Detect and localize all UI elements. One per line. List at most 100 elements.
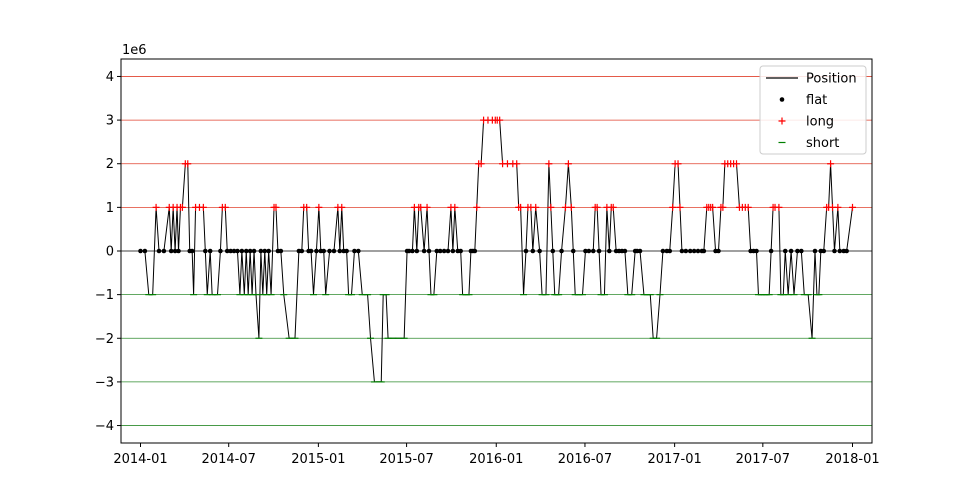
flat-marker [832,248,837,254]
flat-marker [156,248,162,254]
flat-marker [472,248,478,254]
flat-marker [821,248,827,254]
flat-marker [812,248,818,254]
long-marker [272,203,280,211]
long-marker [674,160,682,168]
long-marker [423,203,431,211]
flat-marker [262,248,268,254]
flat-marker [331,248,337,254]
flat-marker [421,248,427,254]
x-tick-label: 2016-01 [469,452,523,467]
flat-marker [450,248,456,254]
flat-marker [235,248,240,254]
x-tick-label: 2014-01 [113,452,167,467]
long-marker [473,203,481,211]
flat-marker [426,248,432,254]
flat-marker [590,248,596,254]
flat-marker [716,248,721,254]
flat-marker [607,248,612,254]
x-tick-label: 2016-07 [558,452,612,467]
long-marker [221,203,229,211]
flat-marker [687,248,693,254]
legend: Position flat long short [759,65,867,155]
long-marker [517,203,525,211]
flat-marker [837,248,843,254]
flat-marker [799,248,804,254]
long-marker [338,203,346,211]
long-marker [178,203,186,211]
flat-marker [586,248,592,254]
y-tick-label: 2 [106,157,114,172]
markers-layer [138,116,857,383]
flat-marker [224,248,230,254]
flat-marker [583,248,588,254]
long-marker [593,203,601,211]
legend-label: Position [806,72,857,87]
long-marker [744,203,752,211]
flat-marker [207,248,213,254]
flat-marker [437,248,443,254]
long-marker [561,203,569,211]
flat-marker [172,248,178,254]
flat-marker [344,248,349,254]
flat-marker [695,248,701,254]
flat-marker [321,248,327,254]
flat-marker [299,248,305,254]
flat-marker [782,248,788,254]
flat-marker [559,248,564,254]
legend-box [759,65,867,155]
flat-marker [247,248,253,254]
x-tick-label: 2014-07 [202,452,256,467]
long-marker [451,203,459,211]
long-marker [303,203,311,211]
flat-marker [679,248,685,254]
x-tick-label: 2017-07 [736,452,790,467]
long-marker [775,203,783,211]
y-tick-label: −3 [95,375,114,390]
flat-marker [660,248,666,254]
flat-marker [458,248,463,254]
flat-marker [203,248,208,254]
long-marker [849,203,857,211]
flat-marker [550,248,556,254]
flat-marker [278,248,284,254]
x-axis: 2014-01 2014-07 2015-01 2015-07 2016-01 2016-… [113,443,880,467]
flat-marker [570,248,576,254]
flat-marker [795,248,800,254]
flat-marker [701,248,707,254]
x-tick-label: 2018-01 [825,452,879,467]
y-tick-label: −1 [95,288,114,303]
flat-marker [337,248,343,254]
y-tick-label: 1 [106,201,114,216]
flat-marker [445,248,451,254]
long-marker [315,203,323,211]
flat-marker [189,248,195,254]
flat-marker [844,248,849,254]
legend-label: flat [806,93,827,108]
x-tick-label: 2015-01 [291,452,345,467]
flat-marker [218,248,223,254]
long-marker [834,203,842,211]
flat-marker [251,248,257,254]
flat-marker [414,248,420,254]
flat-marker [667,248,673,254]
flat-marker [523,248,529,254]
legend-long-symbol [778,117,786,125]
flat-marker [596,248,602,254]
flat-marker [537,248,542,254]
flat-marker [691,248,697,254]
flat-marker [406,248,412,254]
y-tick-label: 4 [106,70,114,85]
flat-marker [637,248,643,254]
flat-marker [168,248,174,254]
long-marker [477,160,485,168]
long-marker [532,203,540,211]
long-marker [719,203,727,211]
flat-marker [356,248,361,254]
long-marker [545,160,553,168]
long-marker [513,160,521,168]
long-marker [199,203,207,211]
long-marker [496,116,504,124]
y-tick-label: 0 [106,245,114,260]
